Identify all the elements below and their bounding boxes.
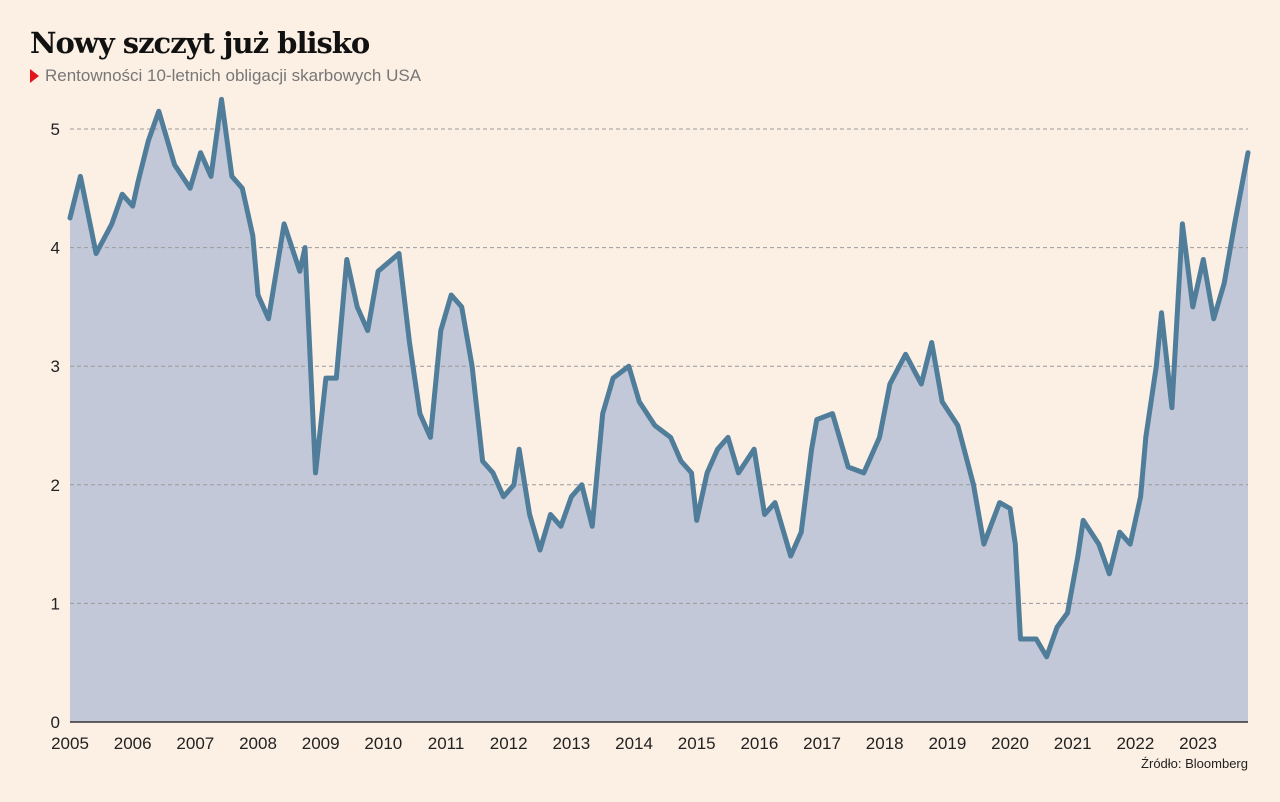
x-tick-label: 2022 xyxy=(1116,734,1154,753)
x-tick-label: 2018 xyxy=(866,734,904,753)
y-tick-label: 3 xyxy=(51,357,60,376)
x-tick-label: 2014 xyxy=(615,734,653,753)
y-tick-label: 2 xyxy=(51,476,60,495)
y-tick-label: 4 xyxy=(51,239,60,258)
yield-line xyxy=(67,96,1251,660)
subtitle-text: Rentowności 10-letnich obligacji skarbow… xyxy=(45,66,422,85)
x-tick-label: 2020 xyxy=(991,734,1029,753)
y-tick-label: 1 xyxy=(51,594,60,613)
x-tick-label: 2017 xyxy=(803,734,841,753)
chart-subtitle: Rentowności 10-letnich obligacji skarbow… xyxy=(30,66,421,86)
area-fill xyxy=(70,99,1248,722)
x-tick-label: 2008 xyxy=(239,734,277,753)
x-tick-label: 2013 xyxy=(552,734,590,753)
x-tick-label: 2016 xyxy=(740,734,778,753)
x-tick-label: 2012 xyxy=(490,734,528,753)
source-note: Źródło: Bloomberg xyxy=(1141,756,1248,771)
x-tick-label: 2009 xyxy=(302,734,340,753)
y-tick-label: 5 xyxy=(51,120,60,139)
x-tick-label: 2005 xyxy=(51,734,89,753)
red-triangle-marker-icon xyxy=(30,69,39,83)
x-tick-label: 2015 xyxy=(678,734,716,753)
chart-title: Nowy szczyt już blisko xyxy=(30,26,370,60)
x-tick-label: 2007 xyxy=(176,734,214,753)
x-tick-label: 2023 xyxy=(1179,734,1217,753)
x-tick-label: 2019 xyxy=(928,734,966,753)
x-tick-label: 2021 xyxy=(1054,734,1092,753)
y-tick-label: 0 xyxy=(51,713,60,732)
x-tick-label: 2011 xyxy=(428,734,465,753)
x-tick-label: 2006 xyxy=(114,734,152,753)
x-tick-label: 2010 xyxy=(364,734,402,753)
